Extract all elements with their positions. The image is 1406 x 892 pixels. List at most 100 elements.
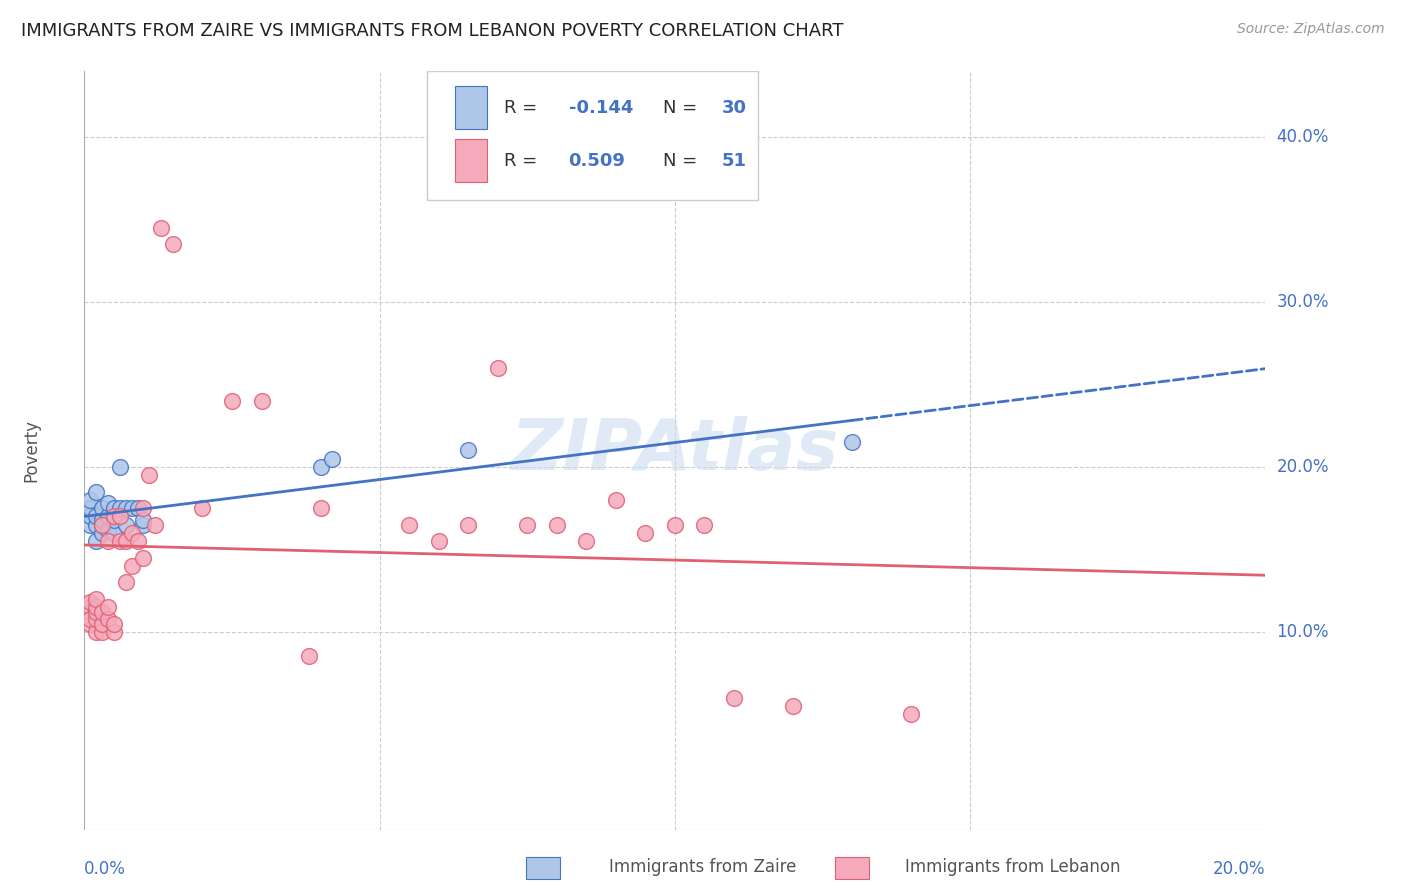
Point <box>91 517 114 532</box>
Point <box>79 509 101 524</box>
Point <box>309 459 332 474</box>
Text: 20.0%: 20.0% <box>1213 860 1265 878</box>
Text: 0.509: 0.509 <box>568 152 626 169</box>
FancyBboxPatch shape <box>427 71 758 201</box>
Text: R =: R = <box>503 152 543 169</box>
Text: 40.0%: 40.0% <box>1277 128 1329 146</box>
Text: Poverty: Poverty <box>22 419 41 482</box>
Text: 10.0%: 10.0% <box>1277 623 1329 640</box>
Point <box>91 513 114 527</box>
Point <box>127 501 149 516</box>
Point <box>121 525 143 540</box>
Point <box>516 517 538 532</box>
Point <box>103 509 125 524</box>
Point <box>457 443 479 458</box>
Point <box>79 595 101 609</box>
Text: IMMIGRANTS FROM ZAIRE VS IMMIGRANTS FROM LEBANON POVERTY CORRELATION CHART: IMMIGRANTS FROM ZAIRE VS IMMIGRANTS FROM… <box>21 22 844 40</box>
Point <box>84 605 107 619</box>
FancyBboxPatch shape <box>456 86 486 129</box>
Point <box>91 605 114 619</box>
Point <box>97 496 120 510</box>
Point <box>664 517 686 532</box>
Point <box>546 517 568 532</box>
Point <box>309 501 332 516</box>
Point <box>84 591 107 606</box>
Text: R =: R = <box>503 99 543 117</box>
Text: N =: N = <box>664 152 703 169</box>
Point <box>605 492 627 507</box>
Point <box>108 501 131 516</box>
Text: ZIPAtlas: ZIPAtlas <box>510 416 839 485</box>
Point <box>138 468 160 483</box>
Point <box>91 517 114 532</box>
Point <box>221 394 243 409</box>
Point <box>84 509 107 524</box>
Point <box>79 501 101 516</box>
Point <box>97 611 120 625</box>
Point <box>250 394 273 409</box>
Point <box>79 600 101 615</box>
Point <box>84 517 107 532</box>
Point <box>103 501 125 516</box>
Point <box>103 616 125 631</box>
Point <box>162 237 184 252</box>
Point <box>321 451 343 466</box>
Text: N =: N = <box>664 99 703 117</box>
Point <box>132 513 155 527</box>
Point <box>84 611 107 625</box>
Point <box>91 501 114 516</box>
Text: Immigrants from Lebanon: Immigrants from Lebanon <box>904 858 1121 876</box>
Point <box>84 624 107 639</box>
Point <box>121 501 143 516</box>
Point <box>97 600 120 615</box>
Point <box>84 484 107 499</box>
Point <box>114 501 136 516</box>
Text: 0.0%: 0.0% <box>84 860 127 878</box>
Point <box>103 513 125 527</box>
Point <box>398 517 420 532</box>
Point <box>298 649 321 664</box>
Point <box>114 575 136 590</box>
Point <box>782 698 804 713</box>
Point <box>693 517 716 532</box>
Text: 20.0%: 20.0% <box>1277 458 1329 476</box>
Point <box>634 525 657 540</box>
Text: Immigrants from Zaire: Immigrants from Zaire <box>609 858 797 876</box>
Point <box>91 525 114 540</box>
Point <box>121 558 143 573</box>
Point <box>84 600 107 615</box>
Point <box>114 534 136 549</box>
Point <box>457 517 479 532</box>
Point <box>114 517 136 532</box>
Point <box>91 624 114 639</box>
Point <box>103 525 125 540</box>
Point <box>79 616 101 631</box>
Point <box>79 611 101 625</box>
Point <box>143 517 166 532</box>
Point <box>132 550 155 565</box>
Point <box>108 459 131 474</box>
Point <box>108 534 131 549</box>
Point <box>191 501 214 516</box>
Point <box>841 435 863 450</box>
Text: 30.0%: 30.0% <box>1277 293 1329 311</box>
Text: 51: 51 <box>723 152 747 169</box>
Point <box>132 501 155 516</box>
Point <box>79 517 101 532</box>
Point <box>97 509 120 524</box>
Point <box>91 616 114 631</box>
Text: Source: ZipAtlas.com: Source: ZipAtlas.com <box>1237 22 1385 37</box>
Point <box>900 707 922 722</box>
Point <box>84 534 107 549</box>
Point <box>108 509 131 524</box>
Point <box>132 517 155 532</box>
Point <box>79 492 101 507</box>
Point <box>127 534 149 549</box>
Text: -0.144: -0.144 <box>568 99 633 117</box>
Point <box>486 361 509 376</box>
Point <box>103 624 125 639</box>
Point <box>97 534 120 549</box>
Point <box>723 690 745 705</box>
Point <box>575 534 598 549</box>
FancyBboxPatch shape <box>456 139 486 182</box>
